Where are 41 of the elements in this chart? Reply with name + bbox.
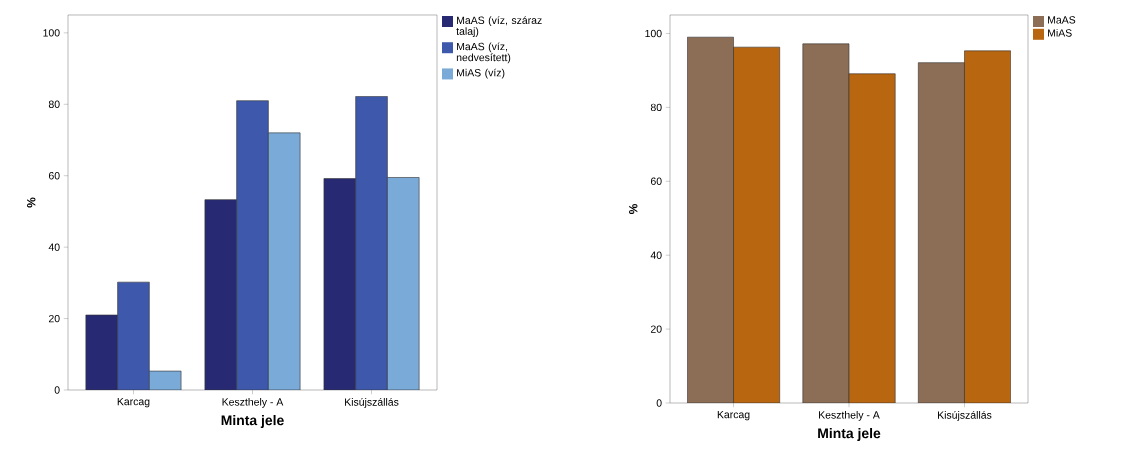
y-tick-label: 100 <box>645 29 662 38</box>
y-tick-label: 60 <box>650 177 662 185</box>
x-tick-label: Keszthely - A <box>819 410 880 421</box>
y-tick-label: 100 <box>43 29 60 37</box>
legend-label: MaAS <box>1048 16 1076 24</box>
bar <box>268 132 301 390</box>
bar <box>204 199 237 390</box>
bar <box>687 37 734 403</box>
bar <box>849 73 896 403</box>
y-tick-label: 80 <box>48 100 60 108</box>
bar <box>236 100 269 390</box>
legend-label: MiAS <box>1048 28 1072 37</box>
bar <box>733 47 780 403</box>
bar <box>964 50 1011 403</box>
x-tick-label: Keszthely - A <box>222 397 284 408</box>
x-axis-title: Minta jele <box>221 414 284 428</box>
y-tick-label: 40 <box>48 243 60 251</box>
bar <box>355 96 388 390</box>
x-tick-label: Karcag <box>717 410 750 421</box>
bar <box>323 178 356 390</box>
x-axis-title: Minta jele <box>818 427 881 441</box>
bar <box>918 62 965 403</box>
y-tick-label: 0 <box>656 399 662 407</box>
y-tick-label: 60 <box>48 172 60 180</box>
y-axis-title: % <box>629 204 638 215</box>
y-tick-label: 0 <box>54 386 60 394</box>
y-tick-label: 40 <box>650 251 662 259</box>
y-axis-title: % <box>27 197 36 208</box>
legend-label: MaAS (víz, nedvesített) <box>456 42 511 64</box>
x-tick-label: Kisújszállás <box>345 397 399 408</box>
bar <box>117 282 150 390</box>
legend-label: MiAS (víz) <box>457 68 505 79</box>
y-tick-label: 80 <box>650 103 662 112</box>
x-tick-label: Karcag <box>117 397 150 408</box>
x-tick-label: Kisújszállás <box>938 410 992 421</box>
bar <box>85 315 118 390</box>
bar <box>802 43 850 403</box>
bar <box>387 177 420 390</box>
y-tick-label: 20 <box>48 314 60 323</box>
y-tick-label: 20 <box>650 325 662 333</box>
legend-label: MaAS (víz, száraz talaj) <box>456 16 542 38</box>
